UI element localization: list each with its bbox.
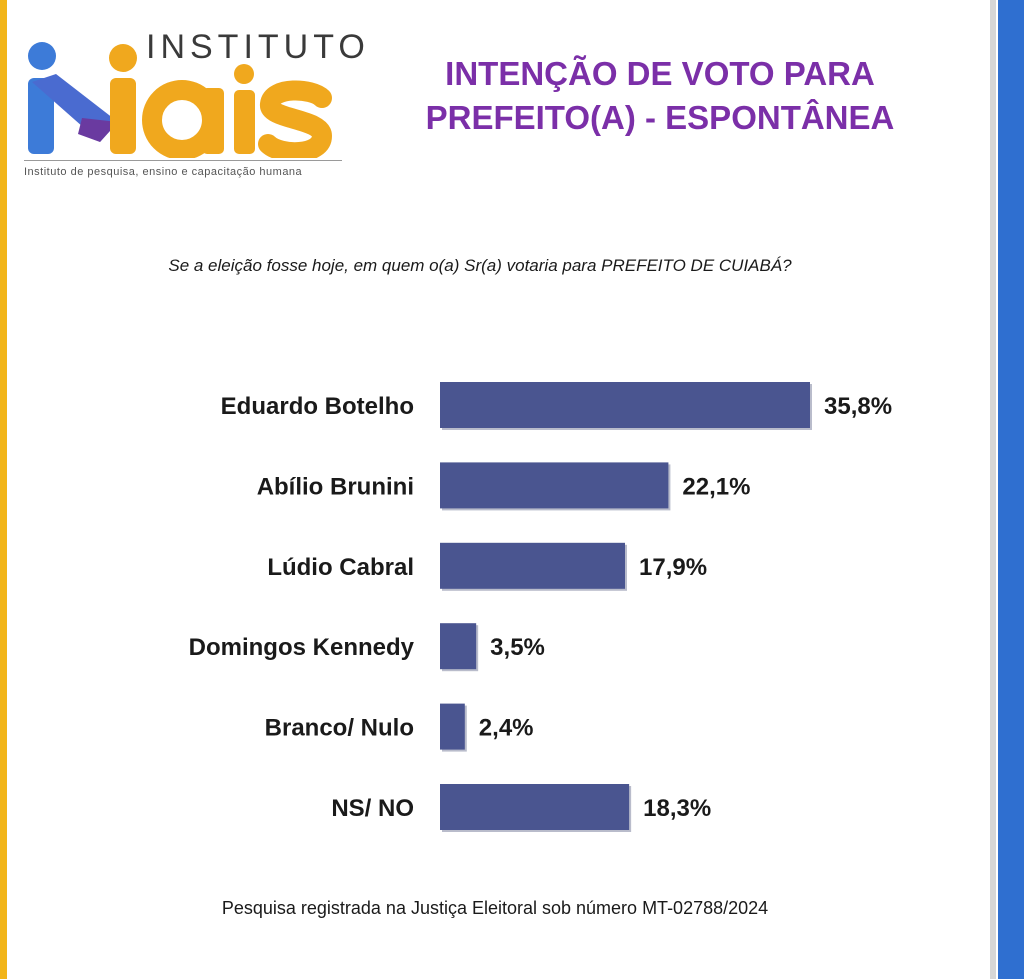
right-border-shadow [990,0,996,979]
logo-word-instituto: INSTITUTO [146,28,370,66]
bar [440,462,669,509]
data-label: 22,1% [682,473,750,500]
data-label: 3,5% [490,634,545,661]
bar-chart: Eduardo Botelho 35,8% Abílio Brunini 22,1% L… [189,382,892,832]
data-label: 18,3% [643,795,711,822]
bar [440,382,810,428]
logo-tagline: Instituto de pesquisa, ensino e capacita… [24,166,303,178]
chart-title-line-2: PREFEITO(A) - ESPONTÂNEA [425,99,895,136]
logo-mais-mark [28,42,333,158]
data-label: 2,4% [479,715,534,742]
survey-question: Se a eleição fosse hoje, em quem o(a) Sr… [168,256,792,275]
data-label: 35,8% [824,393,892,420]
category-label: Eduardo Botelho [221,393,414,420]
category-label: Domingos Kennedy [189,634,415,661]
category-label: Branco/ Nulo [265,715,414,742]
bar [440,542,625,589]
instituto-mais-logo: INSTITUTO Instituto de pesquisa, ensino … [22,26,365,186]
logo-divider [24,160,342,161]
registration-footnote: Pesquisa registrada na Justiça Eleitoral… [221,898,769,918]
chart-title-line-1: INTENÇÃO DE VOTO PARA [445,55,875,92]
category-label: Abílio Brunini [257,473,414,500]
category-label: NS/ NO [331,795,414,822]
bar [440,623,477,670]
category-label: Lúdio Cabral [267,554,414,581]
data-label: 17,9% [639,554,707,581]
bar [440,703,465,750]
left-border-stripe [0,0,7,979]
bar [440,784,630,830]
chart-title: INTENÇÃO DE VOTO PARA PREFEITO(A) - ESPO… [380,52,940,140]
right-border-stripe [998,0,1024,979]
